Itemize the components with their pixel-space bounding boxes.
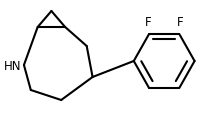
Text: HN: HN (4, 59, 21, 72)
Text: F: F (145, 16, 151, 29)
Text: F: F (177, 16, 184, 29)
